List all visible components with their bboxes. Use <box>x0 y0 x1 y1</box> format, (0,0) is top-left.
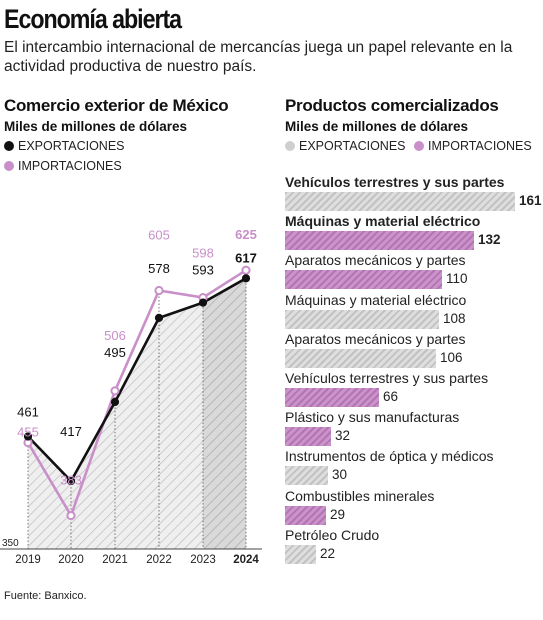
x-tick-label: 2021 <box>102 554 128 566</box>
bar-category-label: Vehículos terrestres y sus partes <box>285 174 505 190</box>
exports-value-label: 417 <box>60 424 82 439</box>
bar-category-label: Plástico y sus manufacturas <box>285 409 460 426</box>
exports-point <box>110 397 120 407</box>
bar-category-label: Vehículos terrestres y sus partes <box>285 370 489 386</box>
line-chart-title: Comercio exterior de México <box>4 96 229 115</box>
x-tick-label: 2020 <box>58 554 84 566</box>
bar-value-label: 30 <box>332 467 348 483</box>
imports-value-label: 455 <box>17 425 39 440</box>
bar-category-label: Combustibles minerales <box>285 487 435 504</box>
exports-point <box>241 274 251 283</box>
bar-chart-title: Productos comercializados <box>285 96 499 115</box>
bar-value-label: 29 <box>330 506 346 522</box>
line-legend-exports-label: EXPORTACIONES <box>18 139 125 153</box>
bar-value-label: 66 <box>383 389 399 404</box>
bar-imports-legend-dot <box>414 141 424 151</box>
line-legend-imports-label: IMPORTACIONES <box>18 159 122 173</box>
page-subtitle: El intercambio internacional de mercancí… <box>4 39 513 75</box>
exports-value-label: 495 <box>104 345 126 360</box>
bar-chart-subtitle: Miles de millones de dólares <box>285 119 469 134</box>
imports-point <box>66 510 76 521</box>
x-tick-label: 2023 <box>190 554 216 566</box>
x-tick-label: 2024 <box>233 554 259 566</box>
bar-legend-exports: EXPORTACIONES <box>285 139 406 153</box>
exports-point <box>66 476 76 486</box>
bar-value-label: 110 <box>446 271 468 287</box>
exports-bar <box>285 192 515 211</box>
exports-legend-dot <box>4 141 14 151</box>
y-baseline-label: 350 <box>2 538 19 549</box>
imports-bar <box>285 270 442 290</box>
exports-value-label: 578 <box>148 261 170 276</box>
bar-category-label: Aparatos mecánicos y partes <box>285 252 466 269</box>
exports-value-label: 593 <box>192 263 214 278</box>
exports-point <box>154 313 164 322</box>
exports-value-label: 617 <box>235 250 257 265</box>
imports-value-label: 625 <box>235 227 257 242</box>
imports-value-label: 506 <box>104 328 126 343</box>
imports-line <box>26 269 247 517</box>
bar-value-label: 106 <box>440 349 463 365</box>
exports-bar <box>285 309 439 329</box>
bar-exports-legend-dot <box>285 141 295 151</box>
exports-point <box>198 298 208 307</box>
line-chart: 2019 2020 2021 2022 2023 2024 350 461 417 495 578 5… <box>0 227 262 566</box>
line-legend-exports: EXPORTACIONES <box>4 139 125 153</box>
bar-legend-exports-label: EXPORTACIONES <box>299 139 406 153</box>
imports-bar <box>285 231 474 251</box>
bar-legend-imports-label: IMPORTACIONES <box>428 139 532 153</box>
exports-point <box>23 432 33 441</box>
exports-bar <box>285 348 436 368</box>
bar-value-label: 132 <box>478 232 501 248</box>
imports-point <box>154 285 164 296</box>
bar-legend-imports: IMPORTACIONES <box>414 139 532 153</box>
source-note: Fuente: Banxico. <box>4 590 87 602</box>
line-legend-imports: IMPORTACIONES <box>4 159 122 173</box>
exports-bar <box>285 544 316 564</box>
bar-value-label: 108 <box>443 310 466 326</box>
exports-area-2024 <box>203 278 246 549</box>
exports-value-label: 461 <box>17 404 39 419</box>
bar-value-label: 22 <box>320 545 336 561</box>
exports-line <box>27 277 247 483</box>
bar-category-label: Instrumentos de óptica y médicos <box>285 448 494 465</box>
imports-value-label: 605 <box>148 227 170 242</box>
bar-category-label: Aparatos mecánicos y partes <box>285 330 466 347</box>
bar-category-label: Máquinas y material eléctrico <box>285 291 467 308</box>
bar-value-label: 161 <box>519 193 542 208</box>
imports-legend-dot <box>4 161 14 171</box>
imports-bar <box>285 427 331 447</box>
bar-value-label: 32 <box>335 428 351 444</box>
imports-point <box>241 265 251 275</box>
imports-bar <box>285 505 326 525</box>
exports-bar <box>285 466 328 486</box>
imports-value-label: 383 <box>60 473 82 488</box>
x-tick-label: 2022 <box>146 554 172 566</box>
imports-bar <box>285 388 379 407</box>
bar-category-label: Petróleo Crudo <box>285 526 380 543</box>
imports-point <box>110 386 120 396</box>
line-chart-subtitle: Miles de millones de dólares <box>4 119 188 134</box>
imports-value-label: 598 <box>192 246 214 261</box>
page-title: Economía abierta <box>4 4 182 34</box>
x-tick-label: 2019 <box>15 554 41 566</box>
bar-category-label: Máquinas y material eléctrico <box>285 213 481 230</box>
